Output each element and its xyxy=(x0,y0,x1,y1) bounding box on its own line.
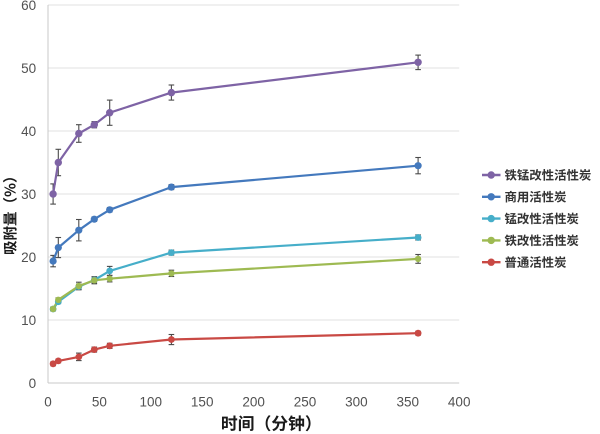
svg-text:300: 300 xyxy=(345,394,368,409)
svg-text:40: 40 xyxy=(21,124,36,139)
svg-text:60: 60 xyxy=(21,0,36,13)
svg-text:50: 50 xyxy=(92,394,107,409)
svg-text:10: 10 xyxy=(21,313,36,328)
svg-text:200: 200 xyxy=(242,394,265,409)
svg-text:30: 30 xyxy=(21,187,36,202)
svg-text:350: 350 xyxy=(397,394,420,409)
svg-text:250: 250 xyxy=(294,394,317,409)
svg-text:0: 0 xyxy=(44,394,52,409)
svg-text:400: 400 xyxy=(448,394,471,409)
svg-text:50: 50 xyxy=(21,61,36,76)
svg-text:150: 150 xyxy=(191,394,214,409)
svg-text:100: 100 xyxy=(140,394,163,409)
svg-text:0: 0 xyxy=(29,376,37,391)
svg-text:20: 20 xyxy=(21,250,36,265)
